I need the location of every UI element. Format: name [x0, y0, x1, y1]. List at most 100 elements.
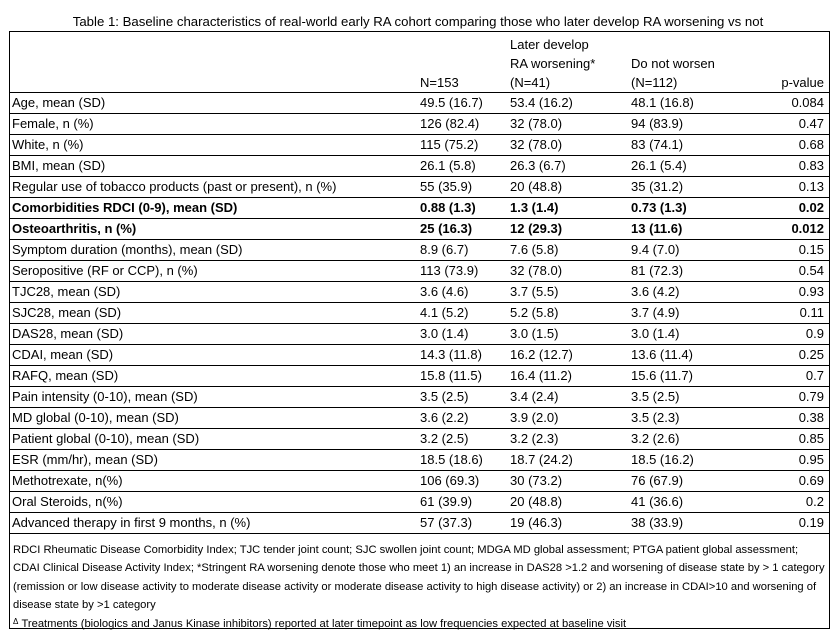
row-label: Regular use of tobacco products (past or…	[9, 176, 417, 198]
cell-p-value: 0.15	[755, 239, 830, 261]
cell-total: 26.1 (5.8)	[417, 155, 507, 177]
cell-p-value: 0.02	[755, 197, 830, 219]
cell-not-worsen: 3.6 (4.2)	[628, 281, 755, 303]
cell-not-worsen: 94 (83.9)	[628, 113, 755, 135]
cell-p-value: 0.9	[755, 323, 830, 345]
cell-not-worsen: 38 (33.9)	[628, 512, 755, 534]
row-label: Osteoarthritis, n (%)	[9, 218, 417, 240]
table-header-row: N=153 Later develop RA worsening* (N=41) D…	[9, 31, 830, 93]
cell-total: 3.6 (4.6)	[417, 281, 507, 303]
table-row: TJC28, mean (SD) 3.6 (4.6) 3.7 (5.5) 3.6 (4…	[9, 281, 830, 303]
cell-not-worsen: 35 (31.2)	[628, 176, 755, 198]
table-row: DAS28, mean (SD) 3.0 (1.4) 3.0 (1.5) 3.0 (1…	[9, 323, 830, 345]
table-row: BMI, mean (SD) 26.1 (5.8) 26.3 (6.7) 26.1 (…	[9, 155, 830, 177]
cell-worsen: 30 (73.2)	[507, 470, 628, 492]
cell-worsen: 3.2 (2.3)	[507, 428, 628, 450]
row-label: Comorbidities RDCI (0-9), mean (SD)	[9, 197, 417, 219]
header-total: N=153	[417, 31, 507, 93]
cell-total: 55 (35.9)	[417, 176, 507, 198]
row-label: BMI, mean (SD)	[9, 155, 417, 177]
cell-worsen: 12 (29.3)	[507, 218, 628, 240]
cell-not-worsen: 3.0 (1.4)	[628, 323, 755, 345]
row-label: Methotrexate, n(%)	[9, 470, 417, 492]
row-label: SJC28, mean (SD)	[9, 302, 417, 324]
header-p-value-label: p-value	[781, 75, 824, 90]
cell-total: 113 (73.9)	[417, 260, 507, 282]
cell-p-value: 0.69	[755, 470, 830, 492]
cell-total: 115 (75.2)	[417, 134, 507, 156]
cell-total: 4.1 (5.2)	[417, 302, 507, 324]
cell-worsen: 5.2 (5.8)	[507, 302, 628, 324]
cell-total: 25 (16.3)	[417, 218, 507, 240]
cell-worsen: 16.4 (11.2)	[507, 365, 628, 387]
row-label: Advanced therapy in first 9 months, n (%…	[9, 512, 417, 534]
cell-p-value: 0.47	[755, 113, 830, 135]
cell-worsen: 7.6 (5.8)	[507, 239, 628, 261]
cell-total: 106 (69.3)	[417, 470, 507, 492]
cell-not-worsen: 9.4 (7.0)	[628, 239, 755, 261]
cell-total: 3.5 (2.5)	[417, 386, 507, 408]
cell-p-value: 0.25	[755, 344, 830, 366]
row-label: Symptom duration (months), mean (SD)	[9, 239, 417, 261]
cell-worsen: 3.9 (2.0)	[507, 407, 628, 429]
baseline-characteristics-table: N=153 Later develop RA worsening* (N=41) D…	[9, 31, 830, 534]
row-label: Female, n (%)	[9, 113, 417, 135]
cell-p-value: 0.012	[755, 218, 830, 240]
cell-total: 49.5 (16.7)	[417, 92, 507, 114]
cell-total: 57 (37.3)	[417, 512, 507, 534]
table-row: ESR (mm/hr), mean (SD) 18.5 (18.6) 18.7 (2…	[9, 449, 830, 471]
footnote-treatments: Δ Treatments (biologics and Janus Kinase…	[13, 615, 825, 633]
cell-total: 18.5 (18.6)	[417, 449, 507, 471]
delta-superscript: Δ	[13, 616, 19, 626]
cell-p-value: 0.19	[755, 512, 830, 534]
table-title: Table 1: Baseline characteristics of rea…	[72, 14, 764, 29]
table-row: Female, n (%) 126 (82.4) 32 (78.0) 94 (83.9…	[9, 113, 830, 135]
cell-p-value: 0.79	[755, 386, 830, 408]
cell-not-worsen: 3.5 (2.5)	[628, 386, 755, 408]
cell-worsen: 32 (78.0)	[507, 134, 628, 156]
cell-p-value: 0.85	[755, 428, 830, 450]
header-worsen: Later develop RA worsening* (N=41)	[507, 31, 628, 93]
cell-total: 14.3 (11.8)	[417, 344, 507, 366]
table-row: RAFQ, mean (SD) 15.8 (11.5) 16.4 (11.2) 15.…	[9, 365, 830, 387]
cell-total: 3.2 (2.5)	[417, 428, 507, 450]
table-row: Regular use of tobacco products (past or…	[9, 176, 830, 198]
row-label: RAFQ, mean (SD)	[9, 365, 417, 387]
cell-worsen: 3.0 (1.5)	[507, 323, 628, 345]
cell-not-worsen: 13.6 (11.4)	[628, 344, 755, 366]
cell-p-value: 0.68	[755, 134, 830, 156]
row-label: Pain intensity (0-10), mean (SD)	[9, 386, 417, 408]
cell-worsen: 26.3 (6.7)	[507, 155, 628, 177]
footnote-abbreviations: RDCI Rheumatic Disease Comorbidity Index…	[13, 544, 825, 612]
header-p-value: p-value	[755, 31, 830, 93]
cell-total: 0.88 (1.3)	[417, 197, 507, 219]
row-label: Oral Steroids, n(%)	[9, 491, 417, 513]
cell-not-worsen: 48.1 (16.8)	[628, 92, 755, 114]
table-row: Comorbidities RDCI (0-9), mean (SD) 0.88 …	[9, 197, 830, 219]
cell-worsen: 16.2 (12.7)	[507, 344, 628, 366]
cell-not-worsen: 3.2 (2.6)	[628, 428, 755, 450]
header-not-worsen-line2: Do not worsen	[631, 56, 715, 71]
row-label: Seropositive (RF or CCP), n (%)	[9, 260, 417, 282]
cell-p-value: 0.95	[755, 449, 830, 471]
cell-not-worsen: 15.6 (11.7)	[628, 365, 755, 387]
cell-not-worsen: 41 (36.6)	[628, 491, 755, 513]
cell-total: 126 (82.4)	[417, 113, 507, 135]
cell-worsen: 20 (48.8)	[507, 491, 628, 513]
header-total-n: N=153	[420, 75, 459, 90]
row-label: MD global (0-10), mean (SD)	[9, 407, 417, 429]
cell-p-value: 0.13	[755, 176, 830, 198]
footnote-treatments-text: Treatments (biologics and Janus Kinase i…	[18, 617, 627, 630]
cell-not-worsen: 0.73 (1.3)	[628, 197, 755, 219]
cell-p-value: 0.93	[755, 281, 830, 303]
cell-total: 3.0 (1.4)	[417, 323, 507, 345]
header-not-worsen: Do not worsen (N=112)	[628, 31, 755, 93]
table-row: CDAI, mean (SD) 14.3 (11.8) 16.2 (12.7) 13.…	[9, 344, 830, 366]
cell-worsen: 53.4 (16.2)	[507, 92, 628, 114]
cell-worsen: 3.4 (2.4)	[507, 386, 628, 408]
table-row: Methotrexate, n(%) 106 (69.3) 30 (73.2) 76 …	[9, 470, 830, 492]
cell-p-value: 0.084	[755, 92, 830, 114]
cell-p-value: 0.38	[755, 407, 830, 429]
row-label: Age, mean (SD)	[9, 92, 417, 114]
table-row: Oral Steroids, n(%) 61 (39.9) 20 (48.8) 41 …	[9, 491, 830, 513]
